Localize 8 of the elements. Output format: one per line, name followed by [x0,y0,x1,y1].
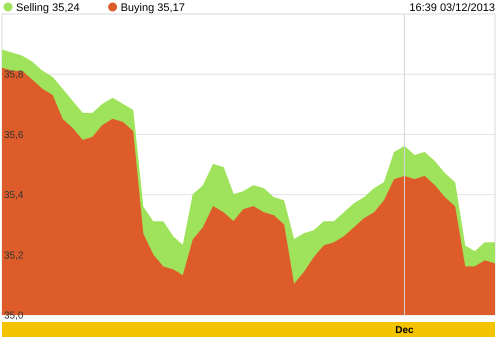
legend-label: Selling 35,24 [16,2,80,14]
legend-label: Buying 35,17 [120,2,185,14]
y-tick-label: 35,8 [4,70,24,81]
y-tick-label: 35,2 [4,250,24,262]
x-tick-label: Dec [395,325,414,336]
y-tick-label: 35,6 [4,130,24,141]
chart-subtitle: 16:39 03/12/2013 [409,2,495,14]
y-tick-label: 35,4 [4,190,24,202]
